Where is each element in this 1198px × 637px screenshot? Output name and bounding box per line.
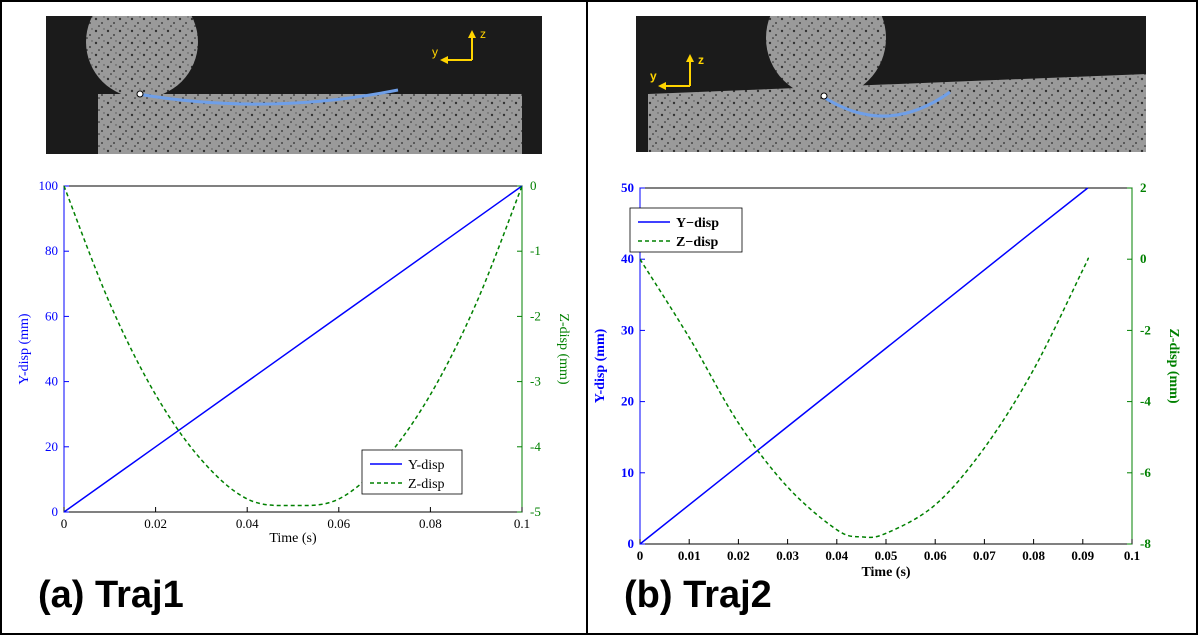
tool-tip-marker <box>136 90 144 98</box>
y-tick-label: 0 <box>628 536 635 551</box>
x-tick-label: 0.1 <box>514 516 530 531</box>
y-right-tick-label: 2 <box>1140 180 1147 195</box>
x-tick-label: 0.05 <box>875 548 898 563</box>
x-tick-label: 0.07 <box>973 548 996 563</box>
x-tick-label: 0.06 <box>924 548 947 563</box>
y-right-tick-label: -4 <box>1140 394 1151 409</box>
series-line-z-disp <box>639 257 1090 539</box>
legend-label: Z-disp <box>408 477 445 492</box>
x-tick-label: 0 <box>61 516 68 531</box>
x-axis-title: Time (s) <box>269 531 317 546</box>
z-arrow-label: z <box>698 53 704 67</box>
specimen-block <box>98 94 522 154</box>
x-tick-label: 0.04 <box>236 516 259 531</box>
y-right-tick-label: -4 <box>530 439 541 454</box>
y-tick-label: 100 <box>39 178 59 193</box>
y-right-tick-label: -5 <box>530 504 541 519</box>
series-line-y-disp <box>63 185 523 513</box>
x-tick-label: 0.04 <box>825 548 848 563</box>
y-right-axis-title: Z-disp (mm) <box>1166 328 1181 403</box>
displacement-chart: 0 0.01 0.02 0.03 0.04 0.05 0.06 0.07 0.08 0.09 0.1… <box>593 180 1181 580</box>
x-tick-label: 0.02 <box>727 548 750 563</box>
tool-trajectory-path <box>137 88 399 106</box>
y-right-tick-label: -2 <box>530 308 541 323</box>
legend: Y−disp Z−disp <box>629 207 743 253</box>
y-tick-label: 50 <box>621 180 634 195</box>
x-tick-label: 0.08 <box>1022 548 1045 563</box>
panel-traj2: z y 0 0.01 0.02 0.03 0.04 0.05 0.06 0.07 0.08 0.0… <box>586 0 1198 635</box>
y-right-tick-label: -6 <box>1140 465 1151 480</box>
specimen-block <box>648 74 1146 152</box>
y-tick-label: 40 <box>621 251 634 266</box>
y-tick-label: 60 <box>45 308 58 323</box>
specimen-photo: z y <box>636 16 1146 152</box>
x-tick-label: 0.1 <box>1124 548 1140 563</box>
y-axis-title: Y-disp (mm) <box>17 313 32 385</box>
y-tick-label: 20 <box>45 439 58 454</box>
indenter-sphere <box>86 16 198 98</box>
legend-box <box>361 449 463 495</box>
coordinate-axes-icon: z y <box>432 27 486 64</box>
y-right-tick-label: 0 <box>1140 251 1147 266</box>
legend-label: Y-disp <box>408 458 445 473</box>
y-axis-title: Y-disp (mm) <box>593 328 608 403</box>
panel-label: (b) Traj2 <box>624 574 772 616</box>
y-arrow-label: y <box>650 69 657 83</box>
y-right-tick-label: 0 <box>530 178 537 193</box>
legend-box <box>629 207 743 253</box>
x-tick-label: 0.09 <box>1071 548 1094 563</box>
z-arrow-label: z <box>480 27 486 41</box>
x-tick-label: 0.08 <box>419 516 442 531</box>
y-right-axis-title: Z-disp (mm) <box>556 313 571 384</box>
y-right-tick-label: -3 <box>530 374 541 389</box>
specimen-photo-graphic: z y <box>46 16 542 154</box>
y-tick-label: 40 <box>45 374 58 389</box>
legend-label: Y−disp <box>676 216 719 231</box>
displacement-chart: 0 0.02 0.04 0.06 0.08 0.1 0 20 40 60 80 100 -5 -4 -3 -2… <box>17 178 571 546</box>
x-axis-title: Time (s) <box>861 565 910 580</box>
x-tick-label: 0.02 <box>144 516 167 531</box>
panel-traj1: z y 0 0.02 0.04 0.06 0.08 0.1 0 20 40 60 80 100 -5 -4… <box>0 0 588 635</box>
series-line-z-disp <box>63 185 523 507</box>
y-tick-label: 30 <box>621 322 634 337</box>
legend: Y-disp Z-disp <box>361 449 463 495</box>
legend-label: Z−disp <box>676 235 718 250</box>
panel-label: (a) Traj1 <box>38 574 184 616</box>
y-tick-label: 10 <box>621 465 634 480</box>
y-right-tick-label: -1 <box>530 243 541 258</box>
coordinate-axes-icon: z y <box>650 53 704 90</box>
x-tick-label: 0 <box>637 548 644 563</box>
y-tick-label: 20 <box>621 394 634 409</box>
indenter-sphere <box>766 16 886 98</box>
series-line-y-disp <box>639 187 1089 545</box>
tool-tip-marker <box>820 92 828 100</box>
tool-trajectory-path <box>821 90 951 118</box>
y-tick-label: 0 <box>52 504 59 519</box>
specimen-photo: z y <box>46 16 542 154</box>
specimen-photo-graphic: z y <box>636 16 1146 152</box>
x-tick-label: 0.01 <box>678 548 701 563</box>
y-tick-label: 80 <box>45 243 58 258</box>
y-right-tick-label: -8 <box>1140 536 1151 551</box>
x-tick-label: 0.06 <box>327 516 350 531</box>
y-right-tick-label: -2 <box>1140 322 1151 337</box>
y-arrow-label: y <box>432 45 438 59</box>
x-tick-label: 0.03 <box>776 548 799 563</box>
